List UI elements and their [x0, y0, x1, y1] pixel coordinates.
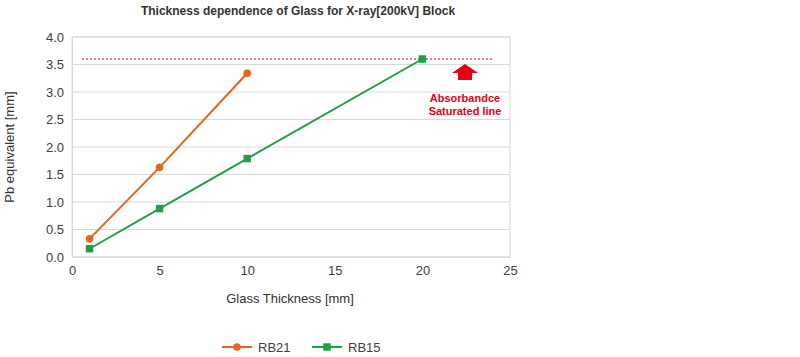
marker	[243, 155, 250, 162]
tick-label: 4.0	[46, 30, 64, 45]
tick: 10	[240, 257, 254, 278]
tick: 1.5	[46, 167, 72, 182]
chart: 0 5 10 15 20 25 0.0 0.5 1.0 1.5 2.0 2.5 3.0 3.5 4.0 Thi…	[0, 0, 800, 357]
tick-label: 0.0	[46, 250, 64, 265]
grid-line	[72, 147, 510, 148]
tick: 15	[328, 257, 342, 278]
tick-label: 3.0	[46, 85, 64, 100]
grid-line	[72, 64, 510, 65]
tick-label: 1.5	[46, 167, 64, 182]
tick: 0.5	[46, 222, 72, 237]
legend-label: RB21	[258, 340, 291, 355]
saturation-line	[82, 58, 492, 59]
series-line	[90, 73, 248, 239]
tick: 5	[156, 257, 163, 278]
legend-marker	[323, 343, 330, 350]
legend-item: RB21	[222, 340, 291, 355]
tick: 3.5	[46, 57, 72, 72]
series-line	[90, 59, 423, 249]
tick-label: 3.5	[46, 57, 64, 72]
grid-line	[72, 257, 510, 258]
grid-line	[72, 119, 510, 120]
x-axis-title: Glass Thickness [mm]	[226, 291, 354, 306]
tick: 25	[503, 257, 517, 278]
axis-line	[73, 257, 511, 258]
grid-line	[72, 202, 510, 203]
tick-label: 1.0	[46, 195, 64, 210]
chart-title: Thickness dependence of Glass for X-ray[…	[141, 4, 455, 18]
plot-frame	[72, 37, 510, 257]
legend-label: RB15	[348, 340, 381, 355]
tick-label: 2.5	[46, 112, 64, 127]
tick: 3.0	[46, 85, 72, 100]
annotation-text: Absorbandce	[430, 92, 500, 104]
marker	[156, 205, 163, 212]
tick-label: 0	[69, 263, 76, 278]
tick: 20	[416, 257, 430, 278]
y-axis-title: Pb equivalent [mm]	[2, 91, 17, 202]
grid-line	[72, 174, 510, 175]
tick: 2.5	[46, 112, 72, 127]
tick: 2.0	[46, 140, 72, 155]
marker	[243, 70, 251, 78]
tick: 1.0	[46, 195, 72, 210]
annotation-arrow	[452, 64, 478, 80]
tick-label: 15	[328, 263, 342, 278]
tick: 0.0	[46, 250, 72, 265]
axis-line	[72, 38, 73, 258]
marker	[156, 164, 164, 172]
tick-label: 20	[416, 263, 430, 278]
tick-label: 0.5	[46, 222, 64, 237]
plot-area	[82, 55, 492, 252]
grid	[72, 37, 510, 257]
tick-label: 10	[240, 263, 254, 278]
y-axis: 0.0 0.5 1.0 1.5 2.0 2.5 3.0 3.5 4.0	[46, 30, 73, 265]
grid-line	[72, 229, 510, 230]
marker	[86, 245, 93, 252]
marker	[419, 55, 426, 62]
legend: RB21 RB15	[222, 340, 381, 355]
grid-line	[72, 37, 510, 38]
tick: 0	[69, 257, 76, 278]
tick: 4.0	[46, 30, 72, 45]
tick-label: 2.0	[46, 140, 64, 155]
tick-label: 5	[156, 263, 163, 278]
legend-marker	[233, 343, 241, 351]
legend-item: RB15	[312, 340, 381, 355]
tick-label: 25	[503, 263, 517, 278]
marker	[86, 235, 94, 243]
annotation-text: Saturated line	[429, 105, 502, 117]
x-axis: 0 5 10 15 20 25	[69, 257, 518, 278]
